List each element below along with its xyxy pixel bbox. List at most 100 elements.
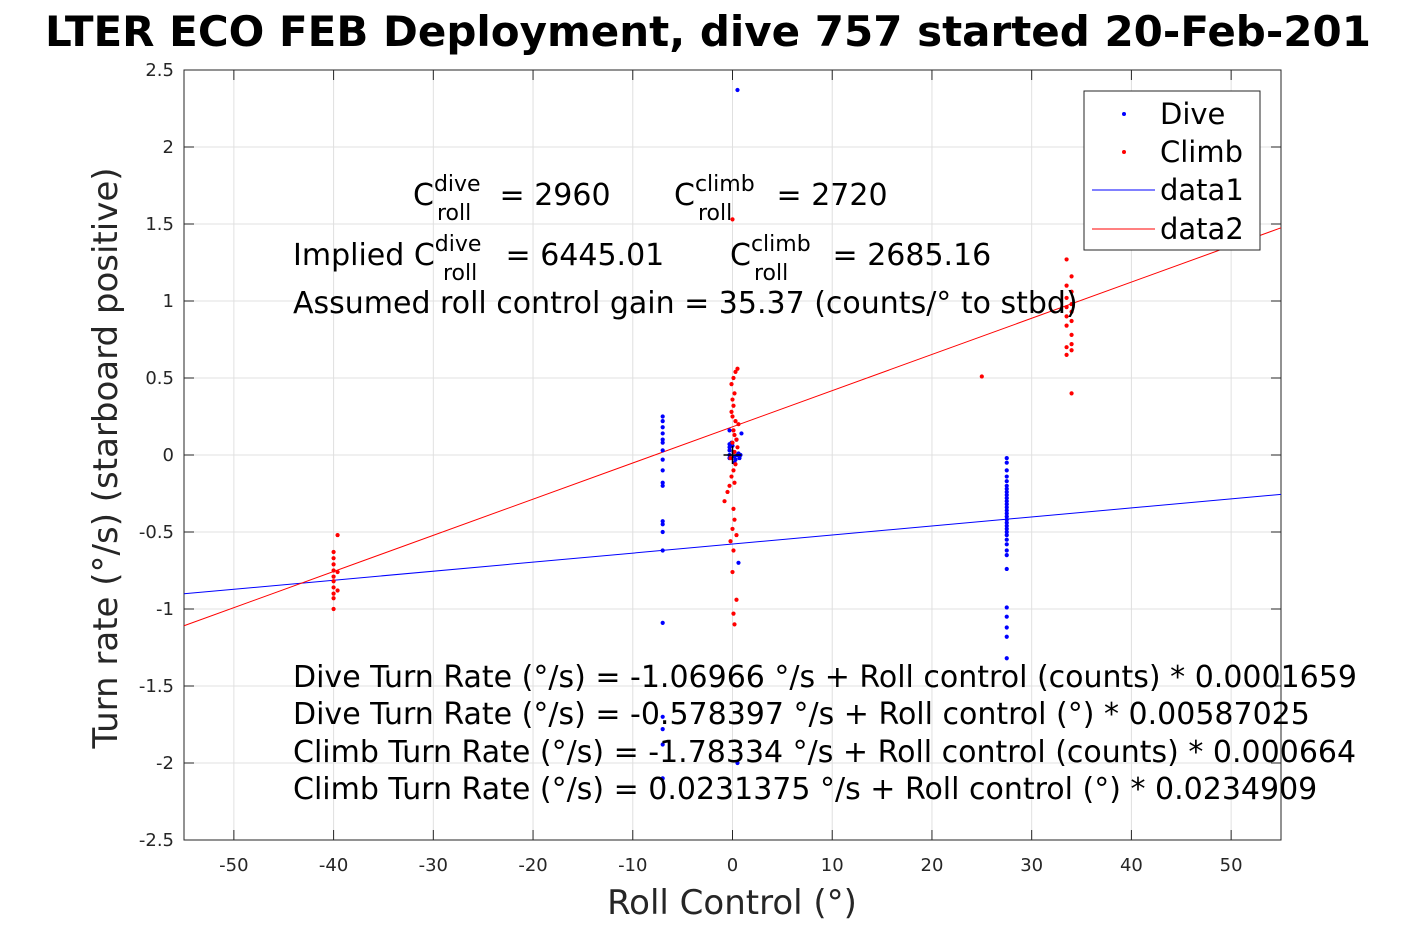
dive-point — [1004, 492, 1009, 498]
dive-point — [1004, 460, 1009, 465]
x-tick-label: 40 — [1120, 855, 1143, 876]
climb-point — [728, 539, 733, 544]
climb-point — [335, 532, 340, 538]
dive-point — [1004, 537, 1009, 542]
dive-point — [1004, 625, 1009, 630]
climb-point — [729, 474, 734, 479]
c-dive-sup: dive — [434, 172, 481, 197]
implied-climb-annotation: Cclimb roll = 2685.16 — [730, 232, 991, 286]
legend: Dive Climb data1 data2 — [1083, 90, 1261, 251]
climb-point — [728, 455, 733, 461]
dive-point — [1004, 455, 1009, 461]
dive-point — [660, 437, 665, 442]
x-tick-label: -20 — [518, 855, 547, 876]
legend-data1-label: data1 — [1160, 173, 1244, 207]
dive-point — [1004, 489, 1009, 495]
c-climb-annotation: Cclimb roll = 2720 — [674, 172, 888, 226]
climb-point — [729, 409, 734, 414]
dive-point — [660, 468, 665, 473]
climb-point — [730, 569, 735, 575]
dive-point — [660, 425, 665, 430]
climb-point — [731, 506, 736, 511]
x-tick-label: 50 — [1220, 855, 1243, 876]
climb-point — [732, 622, 737, 627]
implied-dive-annotation: Implied Cdive roll = 6445.01 — [293, 232, 664, 286]
c-climb-prefix: C — [674, 178, 695, 213]
climb-point — [727, 483, 732, 488]
climb-point — [731, 468, 736, 473]
climb-point — [1069, 332, 1074, 337]
implied-climb-value: = 2685.16 — [823, 238, 991, 273]
dive-point — [1004, 505, 1009, 510]
dive-point — [1004, 511, 1009, 516]
legend-box — [1083, 90, 1261, 251]
dive-point — [660, 457, 665, 462]
dive-point — [1004, 508, 1009, 513]
climb-point — [1069, 289, 1074, 294]
climb-point — [1069, 348, 1074, 353]
x-tick-label: 10 — [821, 855, 844, 876]
dive-point — [1004, 520, 1009, 525]
climb-point — [729, 382, 734, 387]
climb-point — [1064, 323, 1069, 328]
climb-point — [1069, 301, 1074, 307]
dive-point — [730, 443, 735, 448]
x-tick-label: 20 — [921, 855, 944, 876]
climb-point — [732, 480, 737, 485]
climb-point — [331, 596, 336, 601]
fit-line-data2 — [183, 227, 1282, 627]
climb-point — [735, 445, 740, 450]
climb-point — [979, 374, 984, 379]
dive-point — [739, 431, 744, 436]
x-tick-label: 0 — [727, 855, 738, 876]
dive-point — [660, 519, 665, 524]
y-tick-label: 1.5 — [145, 214, 174, 235]
y-tick-label: 0 — [163, 445, 174, 466]
equation-climb-counts: Climb Turn Rate (°/s) = -1.78334 °/s + R… — [293, 735, 1356, 770]
dive-point — [660, 714, 665, 719]
equation-dive-counts: Dive Turn Rate (°/s) = -1.06966 °/s + Ro… — [293, 660, 1357, 695]
dive-point — [660, 529, 665, 535]
climb-point — [733, 369, 738, 374]
x-tick-label: -50 — [219, 855, 248, 876]
dive-point — [1004, 517, 1009, 522]
dive-point — [660, 414, 665, 419]
climb-point — [1064, 257, 1069, 262]
implied-climb-sub: roll — [754, 261, 788, 286]
climb-point — [1064, 352, 1069, 357]
climb-point — [730, 440, 735, 445]
climb-point — [730, 526, 735, 532]
climb-point — [734, 532, 739, 538]
dive-point — [1004, 496, 1009, 501]
legend-dive-marker — [1122, 112, 1126, 116]
dive-point — [736, 560, 741, 565]
c-dive-prefix: C — [413, 178, 434, 213]
legend-climb-label: Climb — [1160, 135, 1243, 169]
climb-point — [730, 217, 735, 222]
fit-lines — [183, 227, 1282, 627]
dive-point — [660, 522, 665, 527]
dive-point — [660, 620, 665, 625]
x-tick-label: -40 — [319, 855, 348, 876]
y-tick-label: 1 — [163, 291, 174, 312]
climb-point — [734, 597, 739, 602]
climb-point — [731, 548, 736, 553]
dive-point — [660, 776, 665, 781]
c-climb-value: = 2720 — [767, 178, 888, 213]
climb-point — [731, 611, 736, 616]
y-tick-label: -1 — [156, 599, 174, 620]
climb-point — [1069, 318, 1074, 324]
climb-point — [1069, 391, 1074, 396]
climb-point — [331, 579, 336, 584]
dive-point — [660, 548, 665, 553]
dive-point — [1004, 523, 1009, 528]
dive-point — [1004, 529, 1009, 535]
y-tick-label: 0.5 — [145, 368, 174, 389]
chart-title: LTER ECO FEB Deployment, dive 757 starte… — [45, 7, 1371, 56]
climb-point — [331, 574, 336, 579]
climb-point — [736, 422, 741, 427]
climb-point — [331, 606, 336, 612]
climb-point — [331, 591, 336, 596]
dive-point — [1004, 483, 1009, 488]
